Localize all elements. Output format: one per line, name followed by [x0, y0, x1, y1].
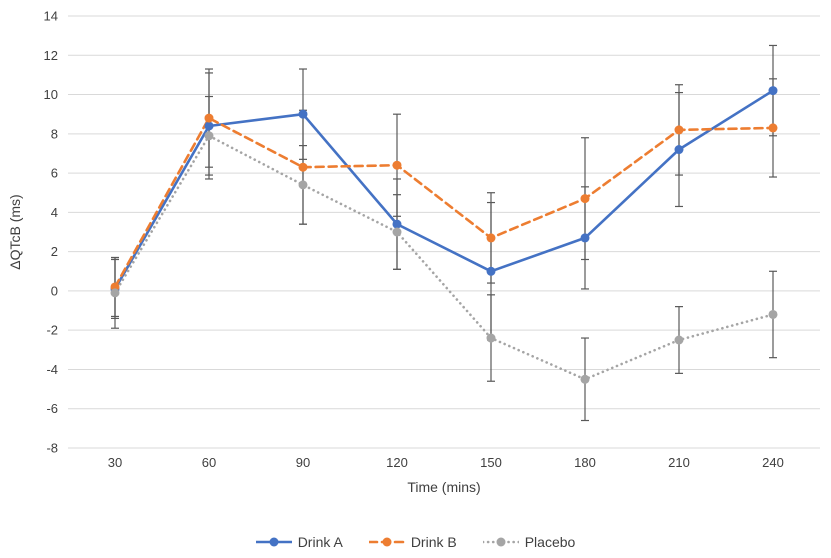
x-tick-label: 210: [668, 455, 690, 470]
series-line-drink-a: [113, 89, 775, 291]
legend-item-placebo: Placebo: [482, 534, 576, 550]
series-markers: [110, 86, 778, 384]
x-tick-label: 60: [202, 455, 216, 470]
legend-marker: [382, 537, 392, 547]
x-tick-label: 30: [108, 455, 122, 470]
y-tick-label: 6: [51, 166, 58, 181]
y-tick-label: 14: [44, 9, 58, 24]
legend-label-drink-b: Drink B: [410, 534, 457, 550]
data-point-marker: [486, 266, 496, 276]
y-tick-label: 12: [44, 48, 58, 63]
data-point-marker: [204, 131, 214, 141]
data-point-marker: [580, 374, 590, 384]
y-tick-label: -2: [46, 323, 58, 338]
data-point-marker: [486, 333, 496, 343]
legend-item-drink-b: Drink B: [368, 534, 457, 550]
legend-label-placebo: Placebo: [524, 534, 576, 550]
series-lines: [113, 89, 775, 381]
legend-marker: [269, 537, 279, 547]
data-point-marker: [204, 113, 214, 123]
x-tick-label: 120: [386, 455, 408, 470]
data-point-marker: [204, 121, 214, 131]
data-point-marker: [392, 227, 402, 237]
legend-label-drink-a: Drink A: [297, 534, 343, 550]
error-bars: [111, 44, 777, 422]
x-axis-title: Time (mins): [407, 479, 480, 495]
y-tick-label: -8: [46, 441, 58, 456]
x-tick-label: 240: [762, 455, 784, 470]
data-point-marker: [768, 309, 778, 319]
data-point-marker: [486, 233, 496, 243]
data-point-marker: [298, 162, 308, 172]
x-tick-label: 90: [296, 455, 310, 470]
data-point-marker: [674, 335, 684, 345]
gridlines: [68, 15, 820, 449]
legend-item-drink-a: Drink A: [255, 534, 343, 550]
data-point-marker: [298, 180, 308, 190]
legend-swatch-placebo: [482, 535, 519, 549]
x-tick-label: 180: [574, 455, 596, 470]
series-line-drink-b: [113, 116, 775, 289]
y-tick-label: -6: [46, 401, 58, 416]
data-point-marker: [768, 123, 778, 133]
data-point-marker: [392, 160, 402, 170]
data-point-marker: [580, 233, 590, 243]
series-line-placebo: [113, 134, 775, 381]
data-point-marker: [110, 288, 120, 298]
y-tick-label: -4: [46, 362, 58, 377]
data-point-marker: [580, 194, 590, 204]
legend-line-sample: [368, 537, 405, 547]
legend-marker: [496, 537, 506, 547]
legend-line-sample: [255, 537, 292, 547]
y-tick-label: 8: [51, 126, 58, 141]
legend-swatch-drink-b: [368, 535, 405, 549]
legend: Drink A Drink B Placebo: [0, 534, 831, 550]
data-point-marker: [674, 145, 684, 155]
x-tick-label: 150: [480, 455, 502, 470]
data-point-marker: [674, 125, 684, 135]
y-tick-label: 2: [51, 244, 58, 259]
data-point-marker: [768, 86, 778, 96]
legend-swatch-drink-a: [255, 535, 292, 549]
data-point-marker: [298, 109, 308, 119]
y-axis-title: ΔQTcB (ms): [7, 194, 23, 269]
data-point-marker: [392, 219, 402, 229]
legend-line-sample: [482, 537, 519, 547]
y-tick-label: 10: [44, 87, 58, 102]
plot-area: -8 -6 -4 -2 0 2 4 6 8 10 12 14 30 60 90 120 150 180 210 24…: [7, 9, 820, 495]
y-tick-label: 4: [51, 205, 58, 220]
x-axis-tick-labels: 30 60 90 120 150 180 210 240: [108, 455, 784, 470]
y-axis-tick-labels: -8 -6 -4 -2 0 2 4 6 8 10 12 14: [44, 9, 58, 456]
y-tick-label: 0: [51, 283, 58, 298]
